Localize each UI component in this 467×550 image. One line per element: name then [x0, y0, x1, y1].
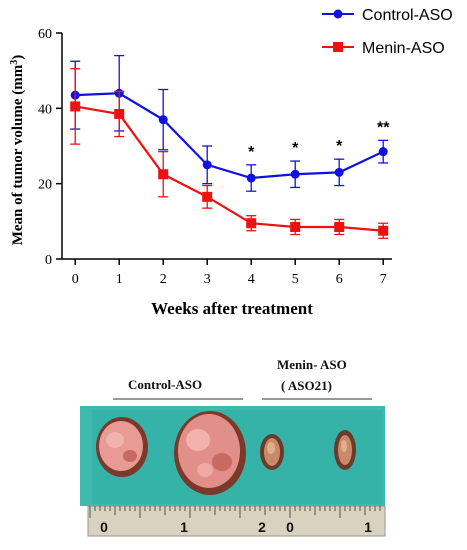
tumor-control-1	[96, 417, 148, 477]
data-point	[290, 221, 301, 232]
data-point	[334, 167, 344, 177]
y-tick-label: 60	[38, 27, 52, 42]
legend-item-control: Control-ASO	[322, 7, 453, 24]
x-ticks: 0 1 2 3 4 5 6 7	[72, 259, 387, 287]
x-tick-label: 6	[336, 272, 343, 287]
data-point	[290, 169, 300, 179]
y-tick-label: 20	[38, 178, 52, 193]
series-menin	[70, 68, 389, 239]
data-point	[202, 160, 212, 170]
ruler-number-2a: 2	[258, 519, 266, 535]
x-tick-label: 4	[248, 272, 255, 287]
significance-mark: *	[336, 138, 343, 155]
y-axis-label: Mean of tumor volume (mm3)	[9, 55, 26, 246]
legend-marker-control	[333, 9, 343, 19]
legend: Control-ASO Menin-ASO	[322, 7, 453, 57]
x-tick-label: 5	[292, 272, 299, 287]
data-point	[158, 169, 169, 180]
x-axis-label: Weeks after treatment	[151, 299, 313, 318]
ruler-number-0a: 0	[100, 519, 108, 535]
series-layer	[70, 54, 389, 239]
series-line	[75, 105, 384, 232]
x-tick-label: 3	[204, 272, 211, 287]
legend-label-control: Control-ASO	[362, 7, 453, 24]
legend-marker-menin	[333, 42, 343, 52]
series-control	[70, 54, 389, 192]
significance-mark: *	[248, 144, 255, 161]
significance-layer: * * ***	[248, 119, 390, 160]
ruler	[87, 505, 386, 537]
ruler-number-0b: 0	[286, 519, 294, 535]
x-tick-label: 1	[116, 272, 123, 287]
ruler-ticks	[89, 506, 381, 518]
group1-label: Control-ASO	[128, 377, 203, 392]
data-point	[202, 191, 213, 202]
y-tick-label: 0	[45, 253, 52, 268]
y-tick-label: 40	[38, 102, 52, 117]
data-point	[334, 221, 345, 232]
series-line	[75, 92, 384, 180]
data-point	[246, 173, 256, 183]
x-tick-label: 7	[380, 272, 387, 287]
y-ticks: 0 20 40 60	[38, 27, 62, 268]
data-point	[378, 225, 389, 236]
x-tick-label: 2	[160, 272, 167, 287]
data-point	[114, 108, 125, 119]
tumor-control-2	[174, 411, 246, 495]
data-point	[246, 218, 257, 229]
legend-label-menin: Menin-ASO	[362, 40, 445, 57]
tumor-photo: 0 1 2 0 1	[80, 398, 386, 537]
significance-mark: *	[292, 140, 299, 157]
significance-mark: **	[377, 119, 390, 136]
x-tick-label: 0	[72, 272, 79, 287]
ruler-number-1b: 1	[364, 519, 372, 535]
tumor-menin-2	[334, 430, 356, 470]
data-point	[378, 147, 388, 157]
legend-item-menin: Menin-ASO	[322, 40, 445, 57]
data-point	[70, 101, 81, 112]
group2-label-line2: ( ASO21)	[281, 378, 332, 393]
data-point	[158, 115, 168, 125]
tumor-menin-1	[260, 434, 284, 470]
ruler-number-1a: 1	[180, 519, 188, 535]
group2-label-line1: Menin- ASO	[277, 357, 347, 372]
